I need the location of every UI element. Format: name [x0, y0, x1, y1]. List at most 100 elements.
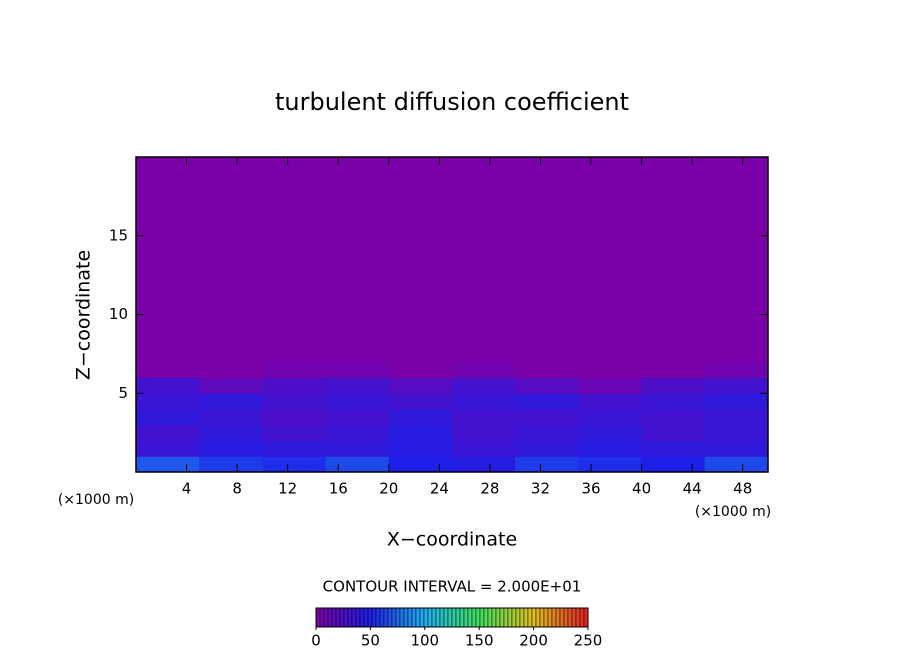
contour-interval: CONTOUR INTERVAL = 2.000E+01 — [323, 578, 582, 596]
colorbar-segment — [403, 607, 409, 628]
heat-cell — [641, 424, 706, 441]
heat-cell — [641, 361, 706, 378]
heat-cell — [641, 409, 706, 426]
colorbar-segment — [475, 607, 481, 628]
heat-cell — [388, 393, 453, 410]
x-tick-label: 32 — [531, 480, 550, 498]
heat-cell — [452, 409, 516, 426]
colorbar-segment — [527, 607, 533, 628]
heat-cell — [199, 424, 263, 441]
colorbar-segment — [495, 607, 501, 628]
colorbar-segment — [359, 607, 365, 628]
colorbar-segment — [531, 607, 537, 628]
colorbar-segment — [343, 607, 349, 628]
colorbar-segment — [371, 607, 377, 628]
colorbar-segment — [567, 607, 573, 628]
heat-cell — [452, 424, 516, 441]
heat-cell — [578, 409, 643, 426]
colorbar-tick-label: 0 — [311, 632, 321, 650]
heat-cell — [578, 424, 643, 441]
heat-cell — [704, 456, 769, 473]
heat-cell — [388, 377, 453, 394]
heat-cell — [136, 377, 200, 394]
heat-cell — [325, 409, 390, 426]
colorbar-segment — [435, 607, 441, 628]
heat-cell — [515, 456, 579, 473]
heat-cell — [388, 456, 453, 473]
colorbar-segment — [315, 607, 321, 628]
heat-cell — [325, 377, 390, 394]
y-tick-label: 15 — [109, 226, 128, 244]
colorbar-segment — [575, 607, 581, 628]
heat-cell — [199, 409, 263, 426]
colorbar-segment — [515, 607, 521, 628]
heat-cell — [515, 424, 579, 441]
heat-cell — [262, 456, 327, 473]
colorbar-segment — [455, 607, 461, 628]
colorbar-segment — [395, 607, 401, 628]
y-tick-label: 10 — [109, 305, 128, 323]
colorbar-tick-label: 150 — [465, 632, 494, 650]
colorbar-segment — [423, 607, 429, 628]
colorbar-segment — [383, 607, 389, 628]
colorbar-segment — [559, 607, 565, 628]
heat-cell — [325, 440, 390, 457]
x-tick-label: 28 — [480, 480, 499, 498]
colorbar-frame — [315, 607, 589, 628]
heat-cell — [388, 440, 453, 457]
colorbar-segment — [499, 607, 505, 628]
heat-cell — [515, 440, 579, 457]
chart-title: turbulent diffusion coefficient — [275, 88, 629, 116]
x-tick-label: 8 — [232, 480, 242, 498]
heat-cell — [704, 440, 769, 457]
heat-cell — [199, 393, 263, 410]
colorbar-segment — [451, 607, 457, 628]
x-axis-label: X−coordinate — [387, 529, 517, 551]
heat-cell — [262, 409, 327, 426]
heat-cell — [388, 361, 453, 378]
colorbar-segment — [555, 607, 561, 628]
x-unit-label: (×1000 m) — [695, 504, 771, 520]
x-tick-label: 12 — [278, 480, 297, 498]
colorbar-segment — [583, 607, 589, 628]
heat-cell — [262, 393, 327, 410]
x-tick-label: 4 — [182, 480, 192, 498]
heat-cell — [452, 361, 516, 378]
colorbar-segment — [427, 607, 433, 628]
x-tick-label: 36 — [581, 480, 600, 498]
colorbar-segment — [579, 607, 585, 628]
colorbar-segment — [483, 607, 489, 628]
heat-cell — [262, 424, 327, 441]
heat-cell — [325, 361, 390, 378]
heat-cell — [136, 424, 200, 441]
heat-cell — [578, 393, 643, 410]
heat-cell — [704, 377, 769, 394]
heat-cell — [704, 409, 769, 426]
x-tick-label: 40 — [632, 480, 651, 498]
colorbar-segment — [459, 607, 465, 628]
y-axis-label: Z−coordinate — [73, 250, 95, 380]
heat-cell — [325, 456, 390, 473]
heat-cell — [515, 377, 579, 394]
colorbar-segment — [391, 607, 397, 628]
heat-cell — [515, 393, 579, 410]
colorbar-segment — [339, 607, 345, 628]
x-tick-label: 44 — [683, 480, 702, 498]
colorbar-segment — [331, 607, 337, 628]
x-tick-label: 16 — [329, 480, 348, 498]
heat-cell — [262, 377, 327, 394]
colorbar-segment — [387, 607, 393, 628]
colorbar-segment — [519, 607, 525, 628]
colorbar-segment — [471, 607, 477, 628]
heat-cell — [262, 361, 327, 378]
heat-cell — [199, 361, 263, 378]
heat-cell — [452, 456, 516, 473]
heat-cell — [199, 377, 263, 394]
colorbar-tick-label: 50 — [361, 632, 380, 650]
colorbar-segment — [491, 607, 497, 628]
colorbar-segment — [347, 607, 353, 628]
colorbar-segment — [539, 607, 545, 628]
colorbar-segment — [355, 607, 361, 628]
colorbar-segment — [419, 607, 425, 628]
heat-cell — [452, 377, 516, 394]
